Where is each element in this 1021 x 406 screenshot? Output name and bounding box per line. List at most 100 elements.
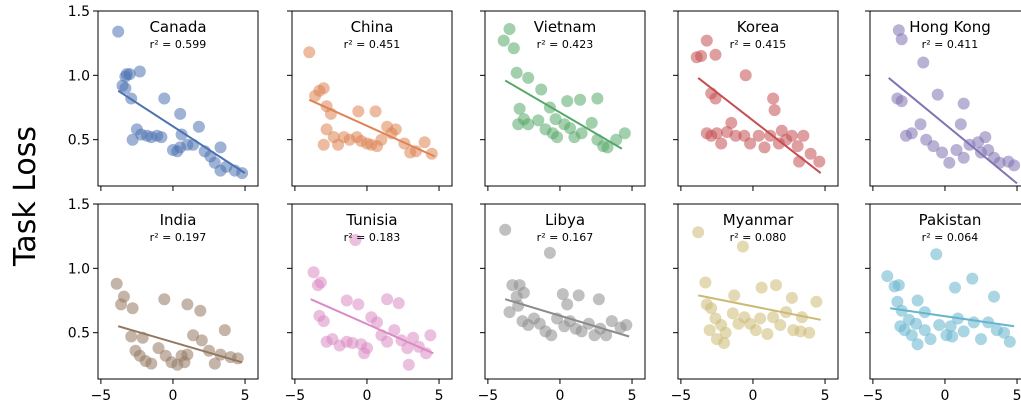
panel-libya: −5 0 5 Libya r² = 0.167: [478, 203, 646, 404]
data-point: [425, 147, 438, 160]
data-point: [307, 266, 320, 279]
panel-title: Canada: [149, 18, 206, 36]
panel-myanmar: −5 0 5 Myanmar r² = 0.080: [671, 203, 839, 404]
panel-title: Myanmar: [723, 211, 794, 229]
data-point: [561, 298, 574, 311]
panel-china: China r² = 0.451: [287, 10, 453, 191]
data-point: [158, 293, 171, 306]
data-point: [957, 97, 970, 110]
data-point: [145, 357, 158, 370]
data-point: [892, 279, 905, 292]
data-point: [917, 56, 930, 69]
data-point: [605, 315, 618, 328]
data-point: [601, 141, 614, 154]
data-point: [709, 48, 722, 61]
regression-line: [890, 307, 1015, 328]
regression-line: [698, 294, 821, 321]
data-point: [158, 92, 171, 105]
data-point: [813, 155, 826, 168]
data-point: [317, 315, 330, 328]
data-point: [744, 137, 757, 150]
r-squared-label: r² = 0.599: [150, 38, 207, 51]
data-point: [424, 329, 437, 342]
data-point: [110, 277, 123, 290]
data-point: [392, 297, 405, 310]
data-point: [320, 123, 333, 136]
data-point: [775, 124, 788, 137]
data-point: [754, 312, 767, 325]
y-tick-label: 1.0: [68, 261, 90, 277]
data-point: [933, 319, 946, 331]
regression-line: [117, 325, 243, 364]
data-point: [946, 330, 959, 343]
data-point: [381, 293, 394, 306]
data-point: [930, 248, 943, 261]
panel-korea: Korea r² = 0.415: [673, 10, 839, 191]
y-tick-label: 0.5: [68, 326, 90, 342]
data-point: [758, 141, 771, 154]
data-point: [905, 127, 918, 140]
data-point: [891, 295, 904, 308]
regression-line: [308, 98, 436, 158]
data-point: [112, 25, 125, 38]
data-point: [218, 324, 231, 337]
r-squared-label: r² = 0.167: [537, 231, 594, 244]
data-point: [175, 128, 188, 141]
panel-pakistan: −5 0 5 Pakistan r² = 0.064: [863, 203, 1021, 404]
data-point: [975, 333, 987, 346]
data-point: [214, 141, 227, 154]
panel-frame: [484, 203, 646, 380]
regression-line: [504, 298, 630, 338]
y-tick-label: 1.0: [68, 68, 90, 84]
data-point: [954, 118, 967, 131]
data-point: [591, 92, 604, 105]
data-point: [418, 136, 431, 149]
x-tick-label: 5: [435, 388, 444, 404]
panel-title: Libya: [545, 211, 585, 229]
data-point: [620, 319, 633, 331]
data-point: [497, 34, 510, 47]
data-point: [709, 92, 722, 105]
y-tick-label: 1.5: [68, 4, 90, 20]
data-point: [517, 286, 530, 299]
panel-frame: [97, 10, 259, 187]
data-point: [551, 131, 564, 144]
data-point: [371, 316, 383, 329]
data-point: [739, 69, 752, 82]
data-point: [892, 24, 905, 37]
data-point: [388, 324, 401, 337]
regression-line: [117, 89, 246, 174]
data-point: [911, 338, 924, 351]
data-point: [194, 304, 207, 317]
data-point: [804, 147, 817, 160]
data-point: [770, 279, 782, 292]
data-point: [881, 270, 894, 283]
data-point: [710, 127, 723, 140]
data-point: [796, 311, 808, 324]
x-tick-label: −5: [863, 388, 884, 404]
data-point: [618, 127, 631, 140]
data-point: [401, 342, 414, 355]
data-point: [794, 325, 807, 338]
data-point: [133, 65, 146, 78]
x-tick-label: −5: [285, 388, 306, 404]
data-point: [503, 23, 516, 35]
panel-frame: [291, 203, 453, 380]
r-squared-label: r² = 0.064: [922, 231, 979, 244]
data-point: [126, 302, 139, 315]
data-point: [943, 156, 956, 169]
data-point: [767, 92, 780, 105]
data-point: [178, 356, 191, 369]
panel-frame: [484, 10, 646, 187]
data-point: [895, 33, 908, 46]
data-point: [574, 93, 587, 106]
r-squared-label: r² = 0.411: [922, 38, 979, 51]
data-point: [911, 294, 924, 307]
data-point: [998, 326, 1011, 339]
data-point: [402, 358, 415, 371]
data-point: [966, 272, 979, 285]
r-squared-label: r² = 0.183: [344, 231, 401, 244]
data-point: [774, 319, 787, 331]
data-point: [927, 140, 940, 153]
data-point: [988, 290, 1000, 303]
